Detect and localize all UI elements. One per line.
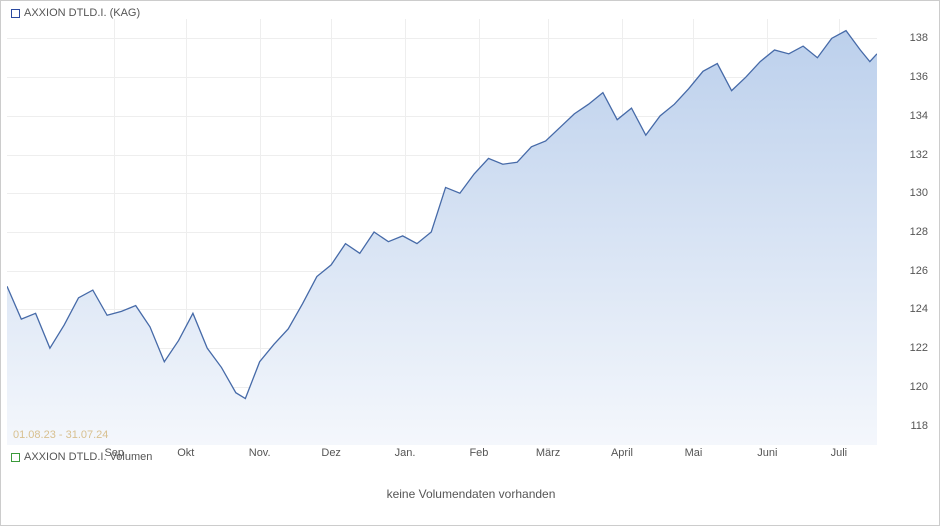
y-tick-label: 118 <box>910 420 928 432</box>
stock-chart-container: AXXION DTLD.I. (KAG) 1181201221241261281… <box>0 0 940 526</box>
y-tick-label: 138 <box>910 32 928 44</box>
x-tick-label: Nov. <box>249 447 271 459</box>
no-volume-message: keine Volumendaten vorhanden <box>1 487 940 501</box>
date-range-label: 01.08.23 - 31.07.24 <box>13 429 108 441</box>
y-axis: 118 120 122 124 126 128 130 132 134 136 138 <box>881 19 936 445</box>
volume-legend-swatch <box>11 453 20 462</box>
price-plot-area <box>7 19 877 445</box>
volume-legend-label: AXXION DTLD.I. Volumen <box>24 451 152 463</box>
y-tick-label: 120 <box>910 381 928 393</box>
y-tick-label: 126 <box>910 265 928 277</box>
price-legend: AXXION DTLD.I. (KAG) <box>11 7 140 19</box>
x-tick-label: März <box>536 447 560 459</box>
y-tick-label: 132 <box>910 149 928 161</box>
x-tick-label: Jan. <box>395 447 416 459</box>
y-tick-label: 128 <box>910 226 928 238</box>
y-tick-label: 130 <box>910 187 928 199</box>
y-tick-label: 122 <box>910 342 928 354</box>
y-tick-label: 124 <box>910 303 928 315</box>
price-legend-swatch <box>11 9 20 18</box>
x-tick-label: Mai <box>685 447 703 459</box>
x-tick-label: Juni <box>757 447 777 459</box>
price-area-series <box>7 19 877 445</box>
x-tick-label: Dez <box>321 447 341 459</box>
price-legend-label: AXXION DTLD.I. (KAG) <box>24 7 140 19</box>
y-tick-label: 136 <box>910 71 928 83</box>
x-tick-label: April <box>611 447 633 459</box>
y-tick-label: 134 <box>910 110 928 122</box>
volume-legend: AXXION DTLD.I. Volumen <box>11 451 152 463</box>
x-tick-label: Okt <box>177 447 194 459</box>
x-tick-label: Feb <box>469 447 488 459</box>
x-tick-label: Juli <box>831 447 848 459</box>
area-fill <box>7 31 877 445</box>
